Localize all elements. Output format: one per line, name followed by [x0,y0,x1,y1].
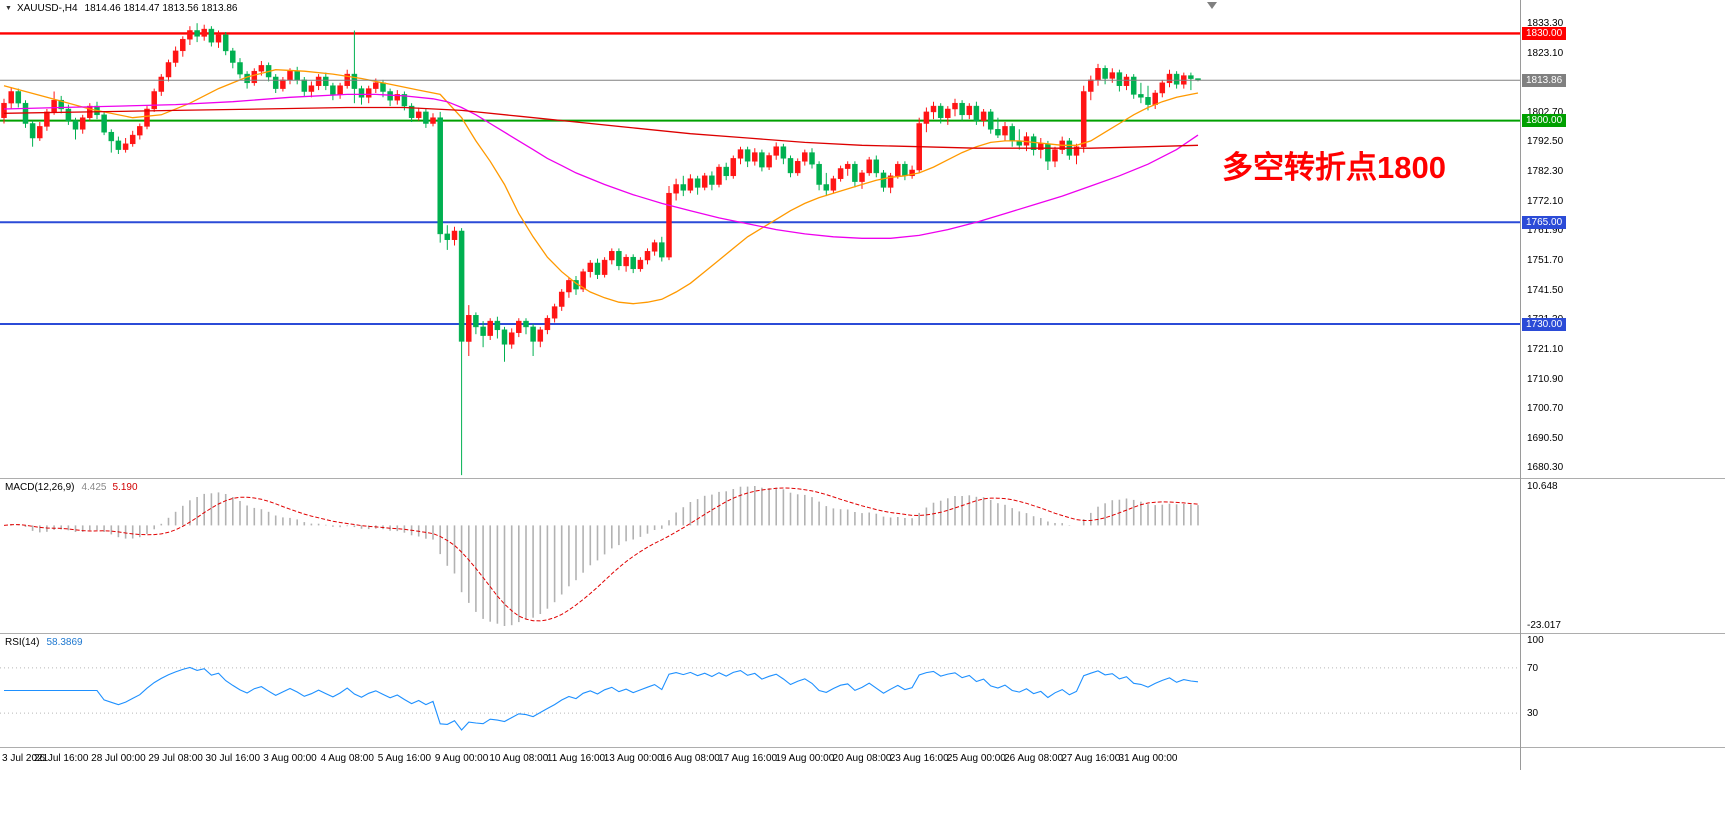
time-axis-label: 9 Aug 00:00 [434,753,489,764]
price-axis[interactable]: 1833.301823.101812.901802.701792.501782.… [1520,0,1724,478]
time-axis-label: 29 Jul 08:00 [148,753,203,764]
price-axis-label: 1680.30 [1527,462,1564,474]
time-axis-label: 25 Aug 00:00 [946,753,1006,764]
time-axis-label: 5 Aug 16:00 [377,753,432,764]
one-click-trading-arrow[interactable]: ▼ [5,5,12,12]
time-axis-label: 13 Aug 00:00 [603,753,663,764]
price-axis-label: 1710.90 [1527,373,1564,385]
macd-panel[interactable]: MACD(12,26,9) 4.425 5.190 10.648 -23.017 [0,479,1725,633]
ohlc-readout: 1814.46 1814.47 1813.56 1813.86 [84,3,238,14]
rsi-scale-label: 30 [1527,708,1539,720]
rsi-panel[interactable]: RSI(14) 58.3869 100 70 30 [0,634,1725,747]
time-axis-label: 20 Aug 08:00 [832,753,892,764]
price-axis-label: 1833.30 [1527,17,1564,29]
price-axis-label: 1751.70 [1527,254,1564,266]
time-axis-label: 23 Aug 16:00 [889,753,949,764]
panel-separator[interactable] [0,747,1725,748]
time-axis-label: 26 Aug 08:00 [1004,753,1064,764]
time-axis-label: 27 Aug 16:00 [1061,753,1121,764]
time-axis-label: 3 Jul 2021 [2,753,49,764]
panel-separator[interactable] [0,478,1725,479]
price-axis-label: 1802.70 [1527,106,1564,118]
chart-shift-marker [1207,2,1217,9]
mid-ma [3,93,1199,239]
time-axis-label: 30 Jul 16:00 [205,753,261,764]
price-axis-label: 1823.10 [1527,47,1564,59]
rsi-value: 58.3869 [46,637,83,648]
time-axis-label: 16 Aug 08:00 [660,753,720,764]
time-axis-label: 17 Aug 16:00 [718,753,778,764]
macd-scale-max: 10.648 [1527,481,1558,492]
price-axis-label: 1690.50 [1527,432,1564,444]
candles-layer [1,23,1201,476]
symbol-timeframe-label: XAUUSD-,H4 [16,3,78,14]
rsi-plot[interactable] [0,634,1725,747]
time-axis-label: 26 Jul 16:00 [33,753,89,764]
time-axis-label: 10 Aug 08:00 [489,753,549,764]
price-axis-label: 1792.50 [1527,136,1564,148]
candlestick-chart[interactable] [0,0,1725,478]
time-axis[interactable]: 3 Jul 2021 26 Jul 16:00 28 Jul 00:00 29 Jul… [0,748,1725,770]
ma-lines-layer [3,69,1199,305]
main-chart-panel[interactable]: ▼ XAUUSD-,H4 1814.46 1814.47 1813.56 1813.… [0,0,1725,478]
price-axis-label: 1700.70 [1527,403,1564,415]
price-axis-label: 1772.10 [1527,195,1564,207]
price-level-badge: 1830.00 [1522,26,1567,40]
macd-histogram [10,486,1199,626]
price-axis-label: 1741.50 [1527,284,1564,296]
rsi-scale-label: 100 [1527,635,1544,646]
current-price-badge: 1813.86 [1522,73,1567,87]
macd-plot[interactable] [0,479,1725,633]
time-axis-label: 4 Aug 08:00 [320,753,374,764]
rsi-line [4,666,1199,731]
chart-annotation-text[interactable]: 多空转折点1800 [1222,150,1446,185]
macd-signal-value: 5.190 [112,482,138,493]
price-level-badge: 1730.00 [1522,317,1567,331]
time-axis-label: 28 Jul 00:00 [91,753,146,764]
rsi-label: RSI(14) 58.3869 [5,637,83,648]
macd-label: MACD(12,26,9) 4.425 5.190 [5,482,138,493]
price-level-badge: 1800.00 [1522,114,1567,128]
time-axis-label: 11 Aug 16:00 [546,753,606,764]
symbol-info-line: ▼ XAUUSD-,H4 1814.46 1814.47 1813.56 1813.… [5,3,237,14]
macd-signal-line [3,487,1199,622]
panel-separator[interactable] [0,633,1725,634]
price-axis-label: 1761.90 [1527,225,1564,237]
axis-separator-line [1520,0,1521,770]
macd-scale-min: -23.017 [1527,620,1561,631]
time-axis-label: 3 Aug 00:00 [263,753,317,764]
price-level-badge: 1765.00 [1522,215,1567,229]
time-axis-label: 19 Aug 00:00 [775,753,835,764]
hlines-layer [0,32,1520,325]
rsi-name: RSI(14) [5,637,40,648]
fast-ma [3,69,1199,305]
price-axis-label: 1782.30 [1527,166,1564,177]
time-axis-label: 31 Aug 00:00 [1118,753,1178,764]
price-axis-label: 1721.10 [1527,343,1564,355]
macd-name: MACD(12,26,9) [5,482,75,493]
slow-ma [3,106,1199,149]
rsi-scale-label: 70 [1527,662,1539,674]
macd-main-value: 4.425 [81,482,107,493]
